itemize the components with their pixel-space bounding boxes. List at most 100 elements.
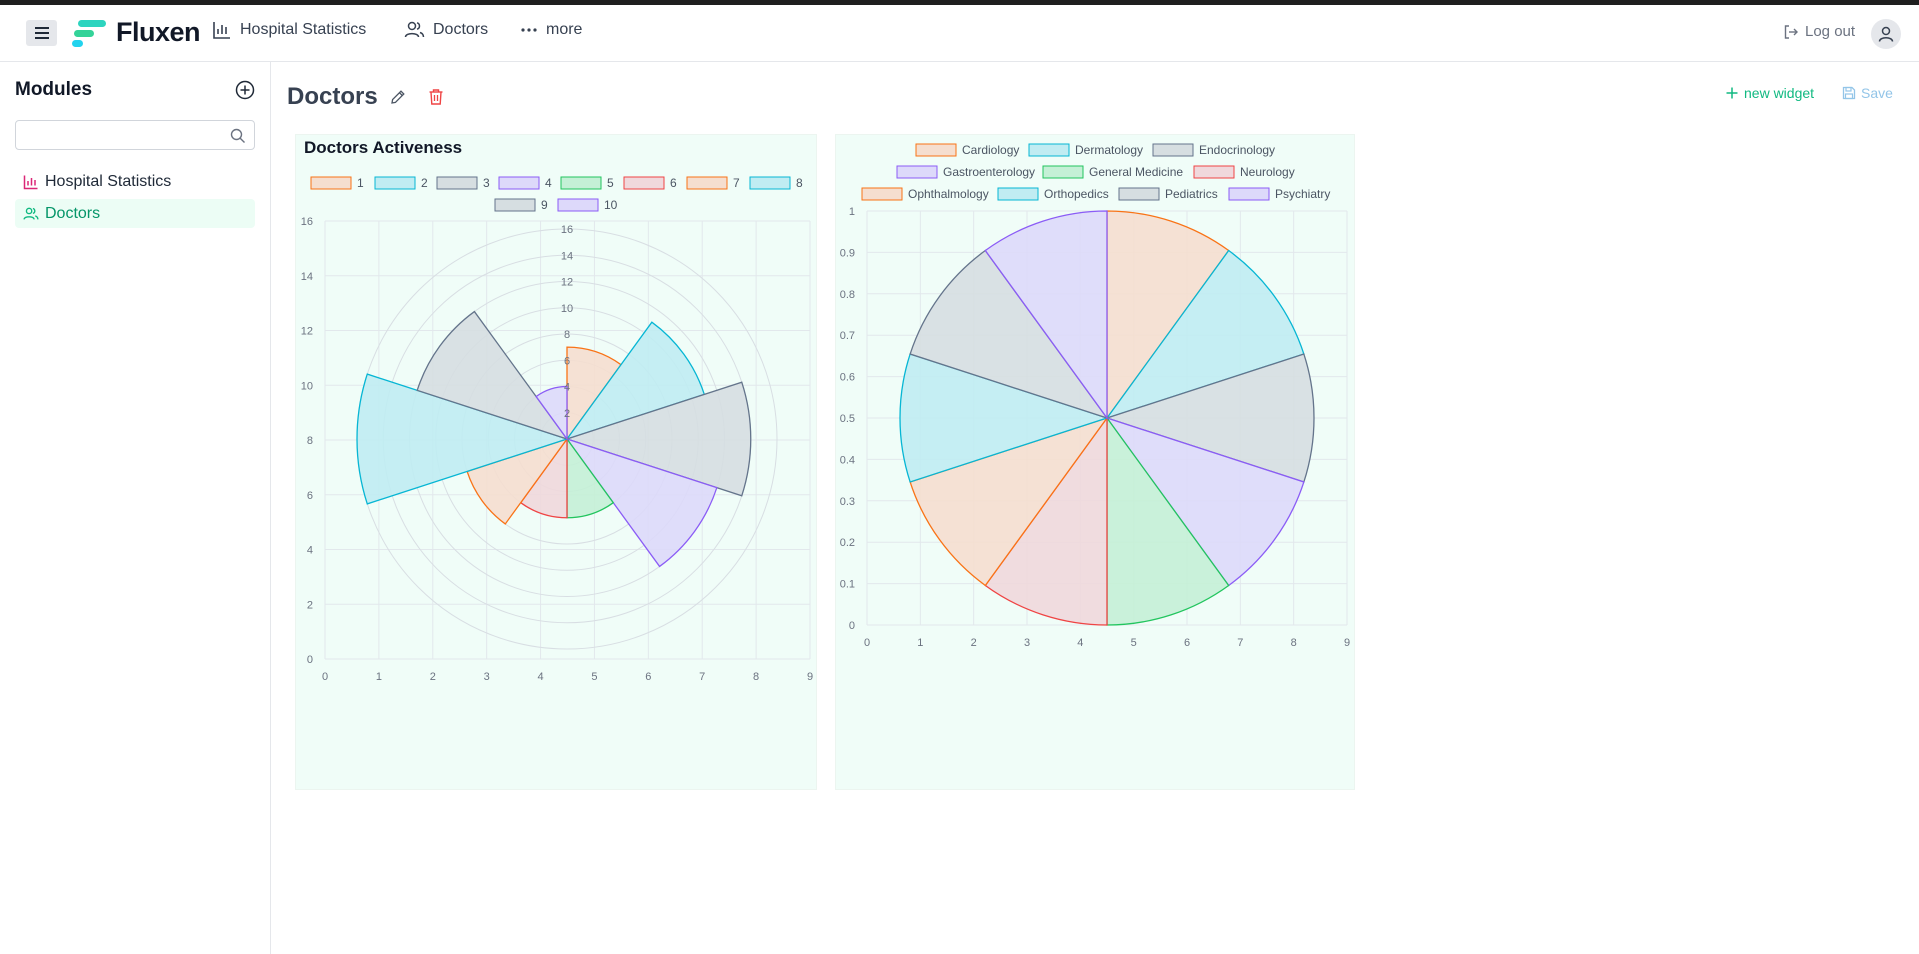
pie-slice (1105, 249, 1305, 420)
fluxen-logo-icon (72, 19, 106, 47)
edit-pencil-icon[interactable] (390, 89, 406, 105)
y-tick-label: 0.1 (840, 579, 855, 591)
legend-label: Orthopedics (1044, 187, 1109, 201)
x-tick-label: 9 (1344, 637, 1350, 649)
x-tick-label: 8 (753, 671, 759, 683)
y-tick-label: 0.3 (840, 496, 855, 508)
legend-swatch (623, 176, 665, 190)
user-avatar-button[interactable] (1871, 19, 1901, 49)
y-tick-label: 8 (307, 435, 313, 447)
new-widget-label: new widget (1744, 85, 1815, 101)
menu-toggle-button[interactable] (26, 20, 57, 46)
pie-slice (1106, 210, 1230, 421)
users-icon (23, 207, 39, 220)
legend-swatch (861, 187, 903, 201)
legend-label: Cardiology (962, 143, 1019, 157)
legend-label: Gastroenterology (943, 165, 1035, 179)
legend-label: Dermatology (1075, 143, 1143, 157)
plus-icon (1726, 87, 1738, 99)
logout-button[interactable]: Log out (1783, 23, 1855, 40)
pie-slice (1104, 353, 1315, 483)
app-logo[interactable]: Fluxen (72, 17, 201, 48)
nav-hospital-statistics[interactable]: Hospital Statistics (212, 20, 366, 40)
sidebar-item-hospital-statistics[interactable]: Hospital Statistics (15, 167, 255, 196)
polar-segment (565, 321, 706, 441)
widget-doctors-activeness[interactable]: Doctors Activeness 1 2 3 4 5 6 7 8 9 10 0 1 2 3 4 5 6 7 8 9… (295, 134, 817, 790)
legend-swatch (374, 176, 416, 190)
x-tick-label: 3 (484, 671, 490, 683)
user-icon (1878, 26, 1894, 42)
x-tick-label: 4 (1077, 637, 1083, 649)
legend-swatch (749, 176, 791, 190)
app-name: Fluxen (116, 17, 201, 47)
y-tick-label: 1 (849, 206, 855, 218)
pie-slice (984, 210, 1108, 421)
x-tick-label: 2 (971, 637, 977, 649)
x-tick-label: 2 (430, 671, 436, 683)
bar-chart-icon (213, 22, 230, 39)
widget-specialty-pie[interactable]: Cardiology Dermatology Endocrinology Gastro… (835, 134, 1355, 790)
nav-label: more (546, 21, 583, 38)
y-tick-label: 0.9 (840, 247, 855, 259)
radial-tick-label: 2 (564, 408, 570, 420)
y-tick-label: 10 (301, 380, 313, 392)
legend-swatch (560, 176, 602, 190)
radial-tick-label: 10 (561, 303, 573, 315)
bar-chart-icon (23, 175, 38, 189)
nav-more[interactable]: more (520, 20, 582, 40)
radial-tick-label: 12 (561, 277, 573, 289)
y-tick-label: 0.8 (840, 289, 855, 301)
legend-swatch (557, 198, 599, 212)
y-tick-label: 2 (307, 599, 313, 611)
nav-doctors[interactable]: Doctors (404, 20, 488, 40)
x-tick-label: 3 (1024, 637, 1030, 649)
search-icon[interactable] (230, 128, 246, 144)
add-module-icon[interactable] (235, 80, 255, 100)
sidebar-item-label: Hospital Statistics (45, 172, 172, 190)
sidebar-item-doctors[interactable]: Doctors (15, 199, 255, 228)
pie-slice (1105, 416, 1305, 587)
legend-label: Ophthalmology (908, 187, 989, 201)
x-tick-label: 1 (376, 671, 382, 683)
new-widget-button[interactable]: new widget (1725, 85, 1814, 101)
legend-swatch (1228, 187, 1270, 201)
x-tick-label: 7 (699, 671, 705, 683)
legend-label: Endocrinology (1199, 143, 1275, 157)
polar-area-chart: 1 2 3 4 5 6 7 89 100 1 2 3 4 5 6 7 8 90246810121416246810… (301, 176, 813, 683)
module-search (15, 120, 255, 150)
y-tick-label: 16 (301, 216, 313, 228)
legend-label: 10 (604, 198, 618, 212)
radial-tick-label: 16 (561, 224, 573, 236)
x-tick-label: 0 (864, 637, 870, 649)
pie-slice (909, 249, 1109, 420)
x-tick-label: 6 (1184, 637, 1190, 649)
legend-swatch (1042, 165, 1084, 179)
legend-swatch (310, 176, 352, 190)
legend-label: 3 (483, 176, 490, 190)
pie-chart: Cardiology Dermatology Endocrinology Gastro… (840, 143, 1350, 649)
polar-segment (535, 385, 568, 442)
legend-label: Pediatrics (1165, 187, 1218, 201)
y-tick-label: 12 (301, 326, 313, 338)
y-tick-label: 6 (307, 490, 313, 502)
x-tick-label: 8 (1291, 637, 1297, 649)
pie-slice (909, 416, 1109, 587)
legend-label: 2 (421, 176, 428, 190)
legend-swatch (1152, 143, 1194, 157)
radial-tick-label: 8 (564, 329, 570, 341)
legend-label: 5 (607, 176, 614, 190)
x-tick-label: 7 (1237, 637, 1243, 649)
users-icon (404, 21, 425, 38)
legend-label: 9 (541, 198, 548, 212)
top-bar: Fluxen Hospital Statistics Doctors more … (0, 5, 1919, 62)
polar-segment (416, 310, 569, 441)
legend-label: 6 (670, 176, 677, 190)
legend-swatch (494, 198, 536, 212)
polar-segment (564, 381, 752, 497)
save-button[interactable]: Save (1842, 85, 1893, 101)
delete-trash-icon[interactable] (428, 88, 444, 106)
y-tick-label: 0.4 (840, 454, 855, 466)
sidebar-item-label: Doctors (45, 204, 101, 222)
module-search-input[interactable] (16, 121, 221, 149)
menu-icon-line (34, 32, 49, 34)
